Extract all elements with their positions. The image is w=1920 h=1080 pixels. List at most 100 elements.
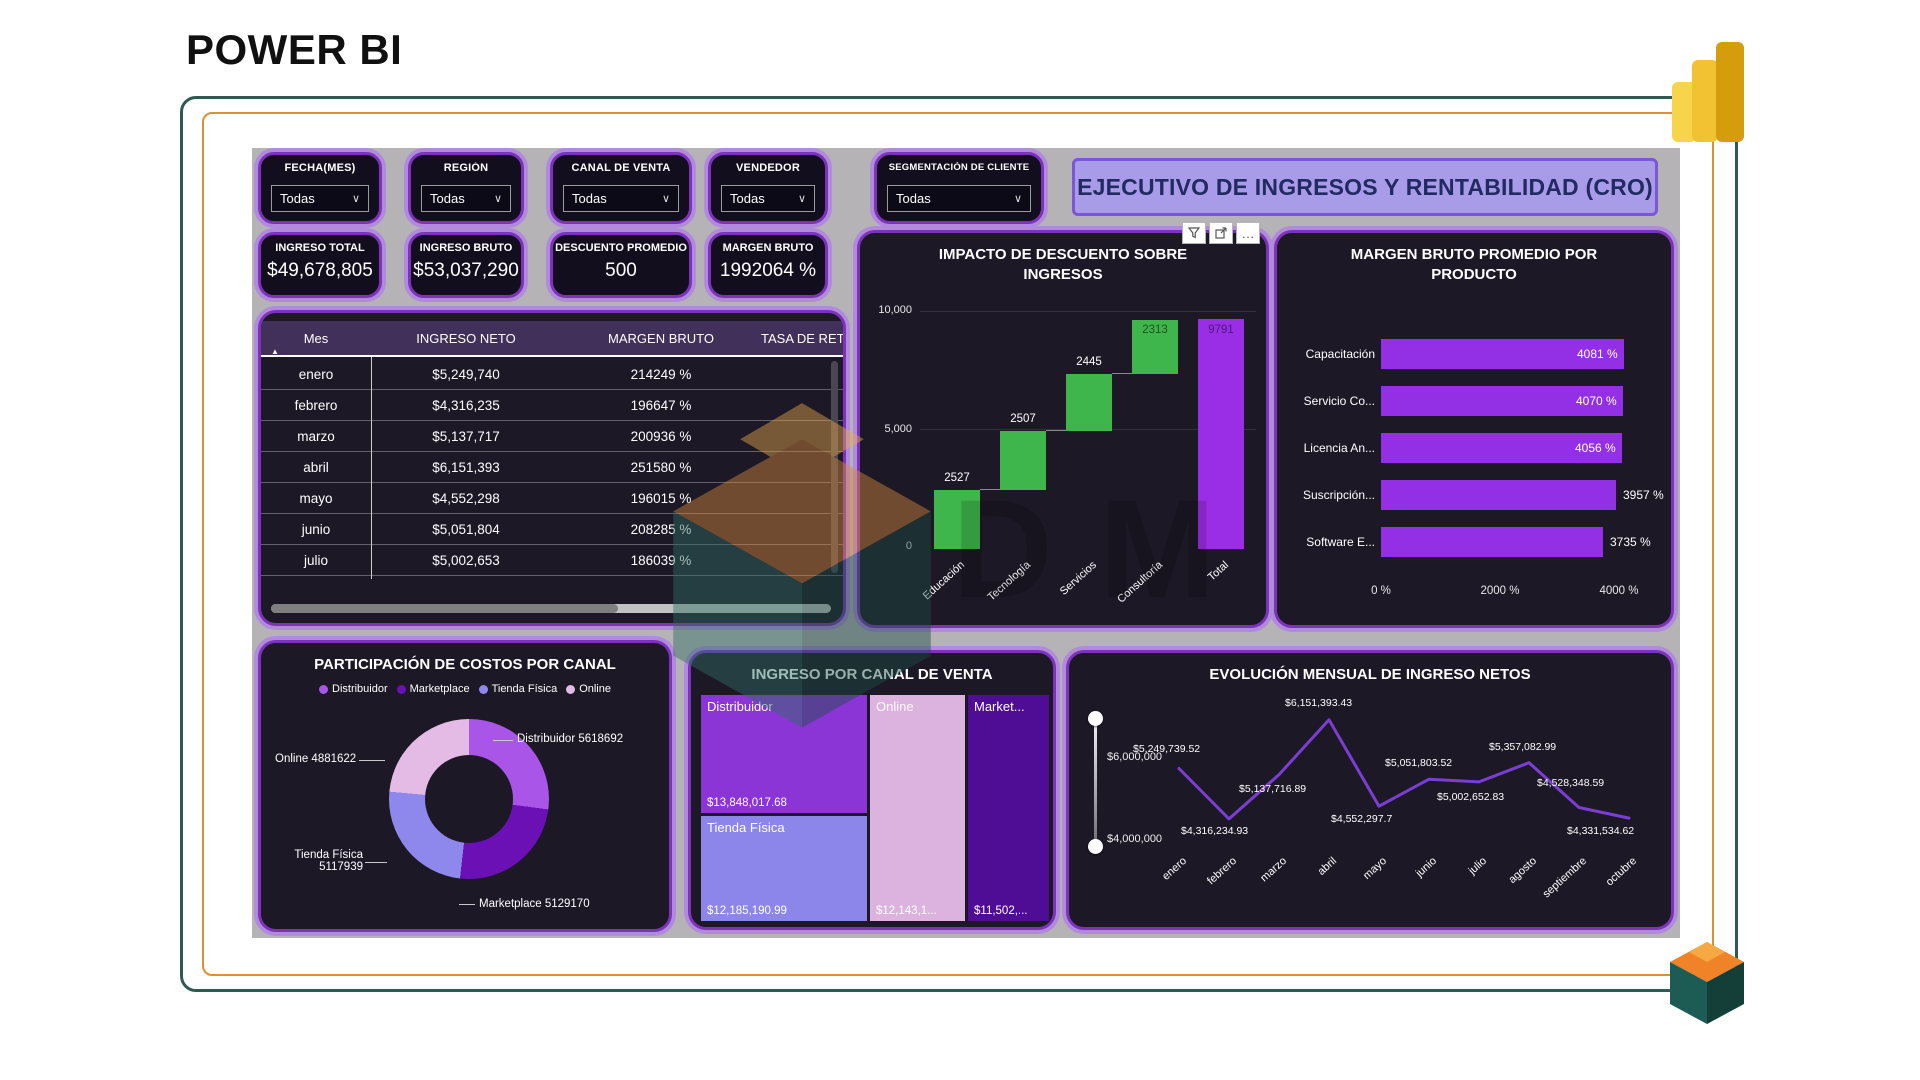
treemap-cell-tienda-fisica[interactable]: Tienda Física $12,185,190.99 <box>701 816 867 921</box>
dashboard-canvas: FECHA(MES) Todas ∨ REGIÓN Todas ∨ CANAL … <box>252 148 1680 938</box>
kpi-label: INGRESO BRUTO <box>419 242 513 254</box>
callout-marketplace: Marketplace 5129170 <box>479 898 590 910</box>
product-bar[interactable] <box>1381 527 1603 557</box>
column-header-ingreso-neto[interactable]: INGRESO NETO <box>416 330 516 346</box>
logo-bar-tall <box>1716 42 1744 142</box>
y-tick: $4,000,000 <box>1107 833 1163 845</box>
treemap-cell-distribuidor[interactable]: Distribuidor $13,848,017.68 <box>701 695 867 813</box>
legend-item[interactable]: Online <box>566 683 611 695</box>
slicer-value: Todas <box>896 191 931 206</box>
slicer-dropdown[interactable]: Todas ∨ <box>721 185 815 212</box>
chevron-down-icon: ∨ <box>1013 193 1022 205</box>
inner-frame <box>202 112 1714 976</box>
cell-mes: marzo <box>297 428 335 444</box>
legend-item[interactable]: Distribuidor <box>319 683 388 695</box>
legend-label: Tienda Física <box>491 683 558 695</box>
vertical-scrollbar[interactable] <box>831 361 838 573</box>
slicer-dropdown[interactable]: Todas ∨ <box>271 185 369 212</box>
range-slider-track[interactable] <box>1094 723 1097 845</box>
callout-tienda-fisica: Tienda Física 5117939 <box>283 849 363 873</box>
treemap-cell-online[interactable]: Online $12,143,1... <box>870 695 965 921</box>
cell-name: Market... <box>974 699 1025 714</box>
legend-dot <box>566 684 576 694</box>
waterfall-bar-tecnologia[interactable] <box>1000 431 1046 490</box>
cell-name: Tienda Física <box>707 820 785 835</box>
column-header-mes[interactable]: Mes <box>303 330 329 346</box>
chevron-down-icon: ∨ <box>351 193 360 205</box>
logo-bar-medium <box>1692 60 1718 142</box>
bar-category-label: Software E... <box>1306 535 1375 549</box>
dashboard-title: EJECUTIVO DE INGRESOS Y RENTABILIDAD (CR… <box>1077 173 1653 200</box>
table-row[interactable]: febrero $4,316,235 196647 % <box>261 390 843 421</box>
bar-category-label: Suscripción... <box>1302 488 1375 502</box>
treemap-cell-marketplace[interactable]: Market... $11,502,... <box>968 695 1049 921</box>
slicer-value: Todas <box>572 191 607 206</box>
leader-line <box>459 904 475 905</box>
table-row[interactable]: julio $5,002,653 186039 % <box>261 545 843 576</box>
cell-ingreso: $4,316,235 <box>432 397 500 413</box>
y-tick: $6,000,000 <box>1107 751 1163 763</box>
chevron-down-icon: ∨ <box>493 193 502 205</box>
y-tick: 5,000 <box>884 423 912 435</box>
waterfall-bar-servicios[interactable] <box>1066 374 1112 431</box>
cell-ingreso: $5,002,653 <box>432 552 500 568</box>
dashboard-title-banner: EJECUTIVO DE INGRESOS Y RENTABILIDAD (CR… <box>1072 158 1658 216</box>
page-title: POWER BI <box>186 26 403 73</box>
sort-ascending-icon[interactable]: ▲ <box>271 347 279 356</box>
kpi-ingreso-bruto: INGRESO BRUTO $53,037,290 <box>408 232 524 298</box>
product-bar[interactable] <box>1381 480 1616 510</box>
waterfall-title: IMPACTO DE DESCUENTO SOBRE INGRESOS <box>938 246 1188 283</box>
waterfall-bar-total[interactable] <box>1198 319 1244 549</box>
column-header-tasa-retencion[interactable]: TASA DE RETE <box>761 330 846 346</box>
table-row[interactable]: junio $5,051,804 208285 % <box>261 514 843 545</box>
data-label: $5,137,716.89 <box>1239 783 1307 795</box>
waterfall-chart-panel: IMPACTO DE DESCUENTO SOBRE INGRESOS 10,0… <box>857 230 1269 628</box>
cell-mes: enero <box>298 366 334 382</box>
kpi-value: 1992064 % <box>719 260 817 281</box>
waterfall-bar-educacion[interactable] <box>934 490 980 549</box>
filter-icon[interactable] <box>1182 222 1206 244</box>
more-options-icon[interactable]: … <box>1236 222 1260 244</box>
cell-margen: 196015 % <box>630 490 692 506</box>
product-bar[interactable] <box>1381 339 1624 369</box>
waterfall-connector <box>980 489 1000 490</box>
line-series <box>1177 718 1631 821</box>
slicer-dropdown[interactable]: Todas ∨ <box>887 185 1031 212</box>
cell-ingreso: $6,151,393 <box>432 459 500 475</box>
range-slider-handle-top[interactable] <box>1088 711 1103 726</box>
x-tick: 2000 % <box>1480 585 1520 597</box>
product-bar[interactable] <box>1381 386 1623 416</box>
treemap-title: INGRESO POR CANAL DE VENTA <box>751 666 993 683</box>
column-header-margen-bruto[interactable]: MARGEN BRUTO <box>608 330 714 346</box>
slicer-dropdown[interactable]: Todas ∨ <box>421 185 511 212</box>
donut-hole <box>425 755 513 843</box>
donut-title: PARTICIPACIÓN DE COSTOS POR CANAL <box>314 656 616 673</box>
x-axis-label: Total <box>1205 559 1232 584</box>
table-row[interactable]: abril $6,151,393 251580 % <box>261 452 843 483</box>
legend-label: Distribuidor <box>332 683 388 695</box>
range-slider-handle-bottom[interactable] <box>1088 839 1103 854</box>
legend-item[interactable]: Tienda Física <box>478 683 558 695</box>
slicer-label: REGIÓN <box>443 162 489 174</box>
data-label: $5,051,803.52 <box>1385 757 1453 769</box>
slicer-label: VENDEDOR <box>736 162 800 174</box>
data-label: $5,357,082.99 <box>1489 741 1557 753</box>
x-axis-label: Servicios <box>1057 559 1100 598</box>
horizontal-scrollbar-thumb[interactable] <box>271 604 619 613</box>
legend-label: Marketplace <box>409 683 470 695</box>
chevron-down-icon: ∨ <box>661 193 670 205</box>
table-row[interactable]: mayo $4,552,298 196015 % <box>261 483 843 514</box>
focus-mode-icon[interactable] <box>1209 222 1233 244</box>
data-label: $4,528,348.59 <box>1537 777 1605 789</box>
slicer-value: Todas <box>730 191 765 206</box>
legend-item[interactable]: Marketplace <box>396 683 470 695</box>
horizontal-scrollbar[interactable] <box>271 604 831 613</box>
donut-chart-panel: PARTICIPACIÓN DE COSTOS POR CANAL Distri… <box>258 640 672 932</box>
table-row[interactable]: enero $5,249,740 214249 % <box>261 359 843 390</box>
cell-mes: abril <box>303 459 329 475</box>
table-row[interactable]: marzo $5,137,717 200936 % <box>261 421 843 452</box>
waterfall-bar-consultoria[interactable] <box>1132 320 1178 374</box>
waterfall-connector <box>1112 373 1132 374</box>
product-bar[interactable] <box>1381 433 1622 463</box>
slicer-dropdown[interactable]: Todas ∨ <box>563 185 679 212</box>
